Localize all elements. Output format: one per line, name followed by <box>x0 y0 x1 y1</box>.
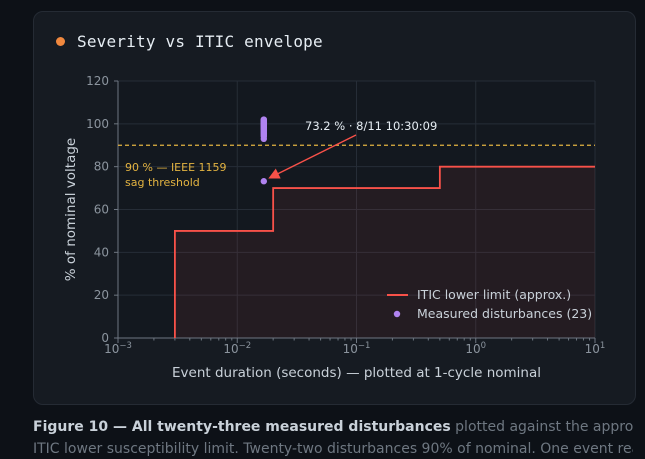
disturbance-point <box>260 178 268 185</box>
y-tick-label: 120 <box>86 74 109 88</box>
y-axis-label: % of nominal voltage <box>63 138 79 281</box>
caption-line-2: ITIC lower susceptibility limit. Twenty-… <box>33 441 633 457</box>
y-tick-label: 80 <box>94 160 109 174</box>
x-axis-label: Event duration (seconds) — plotted at 1-… <box>172 365 541 381</box>
threshold-label-line1: 90 % — IEEE 1159 <box>125 161 227 174</box>
x-tick-label: 10−3 <box>104 341 132 356</box>
x-tick-label: 10−2 <box>223 341 251 356</box>
legend-point-swatch <box>393 310 401 318</box>
annotation-arrow <box>268 134 357 179</box>
disturbance-point <box>260 116 268 123</box>
y-tick-label: 60 <box>94 203 109 217</box>
caption-rest: plotted against the approximate <box>455 419 633 435</box>
y-tick-label: 20 <box>94 288 109 302</box>
card-title: Severity vs ITIC envelope <box>77 32 323 51</box>
y-tick-label: 40 <box>94 245 109 259</box>
status-dot-icon <box>56 37 65 46</box>
annotation-label: 73.2 % · 8/11 10:30:09 <box>305 119 437 133</box>
y-tick-label: 0 <box>101 331 109 345</box>
x-tick-label: 100 <box>465 341 486 356</box>
itic-chart: 10−3 10−2 10−1 100 101 0 20 40 60 80 100 120 Event d… <box>63 74 606 381</box>
figure-caption: Figure 10 — All twenty-three measured di… <box>33 417 633 459</box>
threshold-label-line2: sag threshold <box>125 176 200 189</box>
x-tick-label: 101 <box>585 341 606 356</box>
caption-bold: Figure 10 — All twenty-three measured di… <box>33 419 451 435</box>
itic-fill-area <box>174 166 595 338</box>
card-header: Severity vs ITIC envelope <box>56 32 323 51</box>
y-tick-label: 100 <box>86 117 109 131</box>
legend-label-measured: Measured disturbances (23) <box>417 306 592 321</box>
x-tick-label: 10−1 <box>343 341 371 356</box>
itic-lower-limit-line <box>173 165 595 338</box>
legend-label-itic: ITIC lower limit (approx.) <box>417 287 571 302</box>
